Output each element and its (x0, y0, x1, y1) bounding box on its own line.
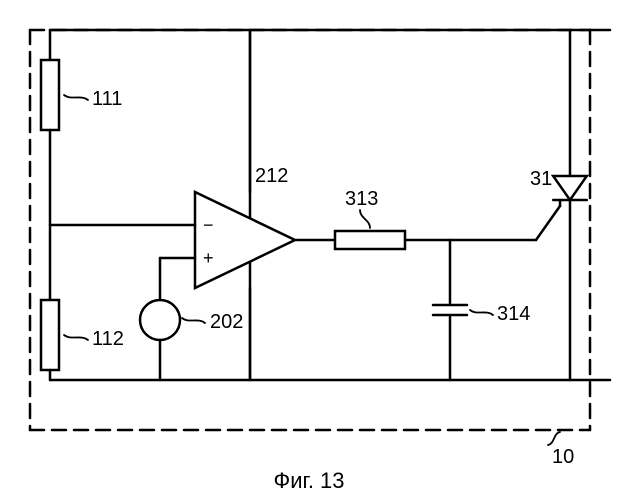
svg-text:10: 10 (552, 446, 574, 468)
svg-text:202: 202 (210, 311, 243, 333)
svg-text:31: 31 (530, 168, 552, 190)
opamp-212 (195, 192, 295, 288)
svg-text:212: 212 (255, 165, 288, 187)
svg-text:313: 313 (345, 188, 378, 210)
svg-text:314: 314 (497, 303, 530, 325)
resistor-112 (41, 300, 59, 370)
svg-text:−: − (203, 215, 214, 235)
figure-caption: Фиг. 13 (273, 468, 344, 493)
svg-text:112: 112 (92, 328, 124, 350)
svg-text:+: + (203, 248, 214, 268)
svg-text:111: 111 (92, 88, 122, 110)
resistor-313 (335, 231, 405, 249)
source-202 (140, 300, 180, 340)
thyristor-31 (553, 176, 587, 200)
resistor-111 (41, 60, 59, 130)
